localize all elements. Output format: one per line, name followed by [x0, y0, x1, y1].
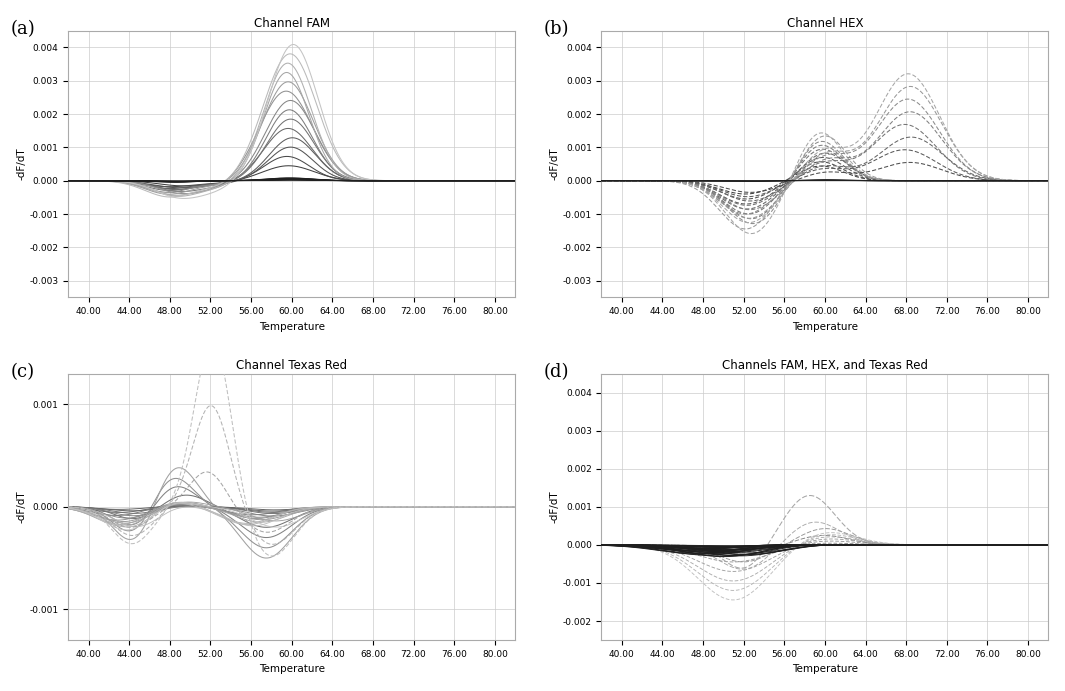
- X-axis label: Temperature: Temperature: [259, 664, 325, 674]
- Y-axis label: -dF/dT: -dF/dT: [17, 491, 27, 523]
- Text: (a): (a): [11, 20, 35, 38]
- Title: Channel HEX: Channel HEX: [787, 17, 863, 30]
- Y-axis label: -dF/dT: -dF/dT: [550, 491, 560, 523]
- X-axis label: Temperature: Temperature: [792, 321, 858, 332]
- Text: (b): (b): [543, 20, 569, 38]
- Text: (c): (c): [11, 363, 34, 381]
- Title: Channel Texas Red: Channel Texas Red: [236, 359, 347, 372]
- Text: (d): (d): [543, 363, 569, 381]
- Title: Channels FAM, HEX, and Texas Red: Channels FAM, HEX, and Texas Red: [722, 359, 928, 372]
- Y-axis label: -dF/dT: -dF/dT: [17, 148, 27, 180]
- X-axis label: Temperature: Temperature: [792, 664, 858, 674]
- Y-axis label: -dF/dT: -dF/dT: [550, 148, 560, 180]
- X-axis label: Temperature: Temperature: [259, 321, 325, 332]
- Title: Channel FAM: Channel FAM: [253, 17, 330, 30]
